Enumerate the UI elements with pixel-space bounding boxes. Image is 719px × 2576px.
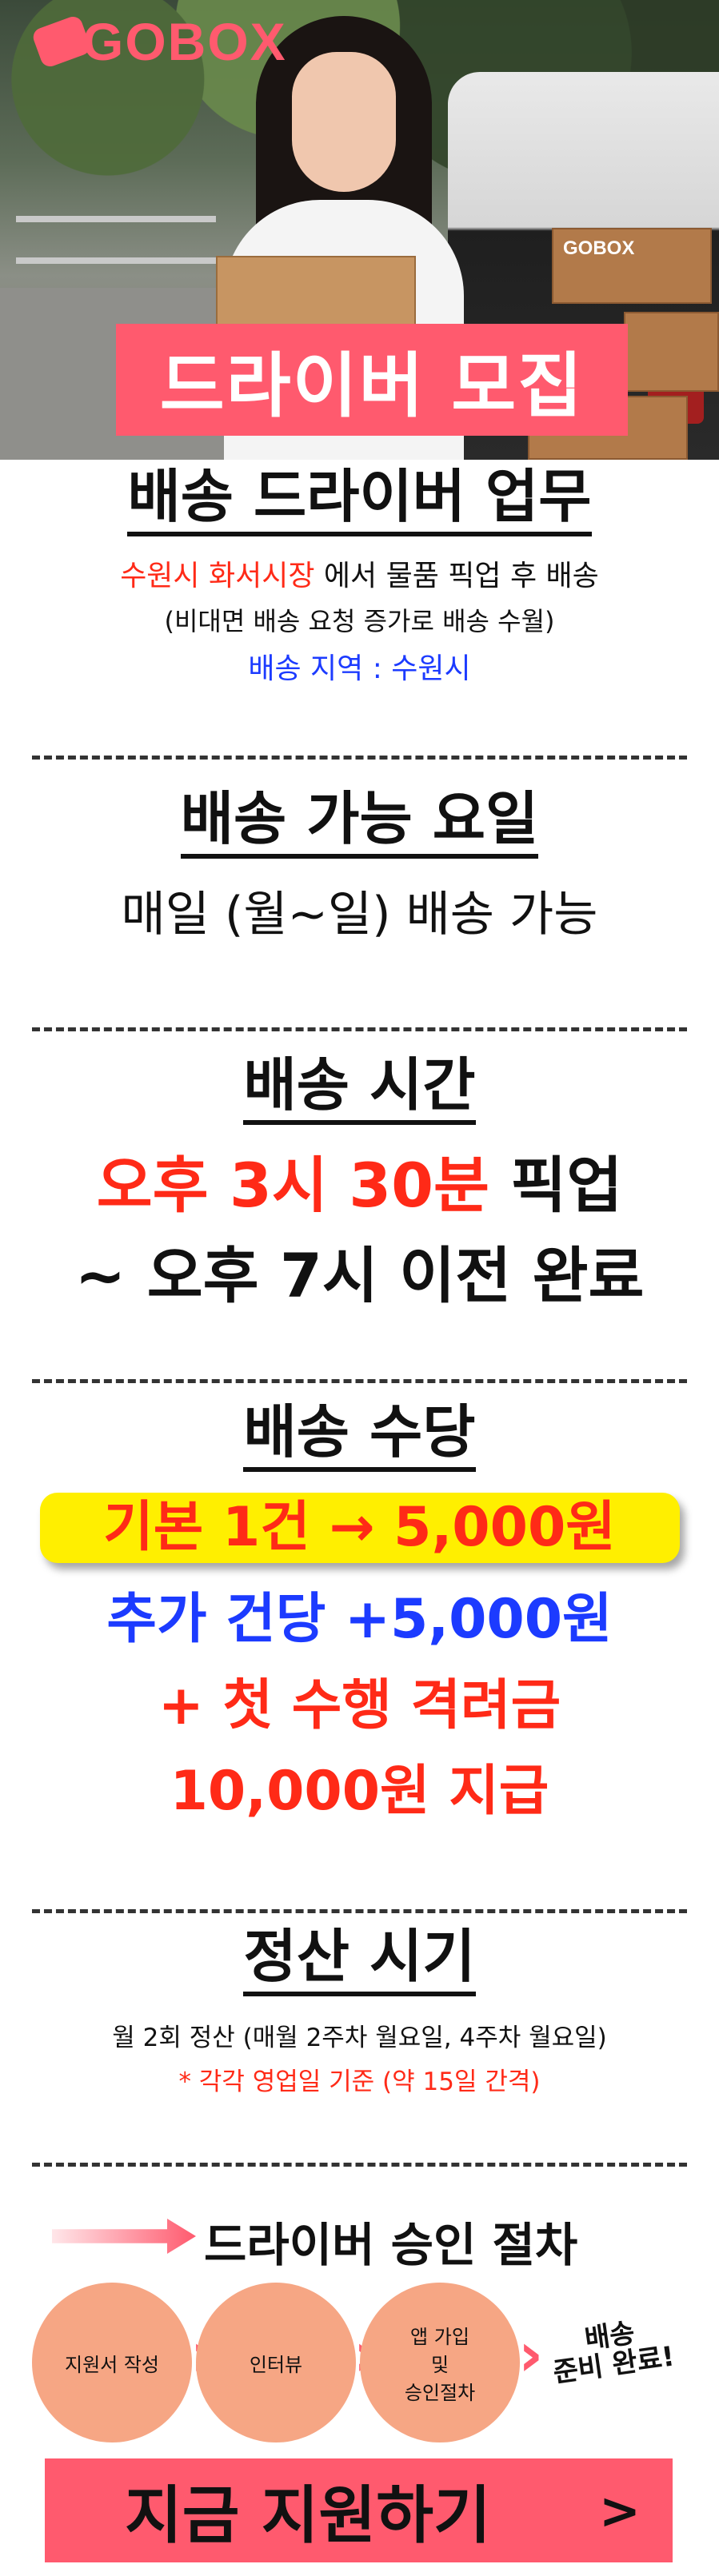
time-section: 배송 시간 오후 3시 30분 픽업 ~ 오후 7시 이전 완료 <box>0 1053 719 1313</box>
divider <box>32 1027 687 1031</box>
pay-base-pill: 기본 1건 → 5,000원 <box>39 1493 680 1564</box>
hero-banner-text: 드라이버 모집 <box>159 344 585 427</box>
pay-bonus-2: 10,000원 지급 <box>170 1760 549 1824</box>
settle-title: 정산 시기 <box>243 1924 476 1997</box>
days-section: 배송 가능 요일 매일 (월~일) 배송 가능 <box>0 787 719 943</box>
hero-background-rail <box>16 216 216 264</box>
chevron-right-icon: › <box>518 2319 544 2390</box>
process-step-3: 앱 가입 및 승인절차 <box>360 2283 520 2442</box>
time-line-2: ~ 오후 7시 이전 완료 <box>74 1240 645 1312</box>
duty-line-1: 수원시 화서시장 에서 물품 픽업 후 배송 <box>0 559 719 593</box>
hero-parcel-box <box>624 312 719 392</box>
process-step-label: 지원서 작성 <box>64 2353 160 2376</box>
person-face <box>292 52 396 192</box>
divider <box>32 756 687 760</box>
apply-now-button[interactable]: 지금 지원하기 > <box>45 2458 673 2562</box>
process-final: 배송 준비 완료! <box>551 2317 677 2389</box>
brand-name: GOBOX <box>82 12 287 71</box>
apply-now-label: 지금 지원하기 <box>125 2480 491 2552</box>
pay-title: 배송 수당 <box>243 1400 476 1473</box>
pay-section: 배송 수당 기본 1건 → 5,000원 추가 건당 +5,000원 + 첫 수… <box>0 1400 719 1824</box>
settle-line-2: * 각각 영업일 기준 (약 15일 간격) <box>178 2068 541 2097</box>
time-line-1-rest: 픽업 <box>489 1150 623 1222</box>
process-title: 드라이버 승인 절차 <box>204 2218 578 2272</box>
chevron-right-icon: > <box>599 2481 641 2540</box>
duty-line-3: 배송 지역 : 수원시 <box>248 652 471 685</box>
time-title: 배송 시간 <box>243 1053 476 1126</box>
duty-line-2: (비대면 배송 요청 증가로 배송 수월) <box>164 606 555 637</box>
process-step-2: 인터뷰 <box>196 2283 356 2442</box>
duty-line-1-rest: 에서 물품 픽업 후 배송 <box>314 560 599 593</box>
process-step-label: 인터뷰 <box>249 2353 303 2376</box>
brand-logo: GOBOX <box>30 11 287 72</box>
time-pickup-time: 오후 3시 30분 <box>96 1150 489 1222</box>
divider <box>32 2163 687 2167</box>
pay-bonus-1: + 첫 수행 격려금 <box>158 1673 561 1737</box>
divider <box>32 1379 687 1383</box>
parcel-box-label: GOBOX <box>563 237 635 259</box>
hero-banner: 드라이버 모집 <box>116 324 628 436</box>
settle-line-1: 월 2회 정산 (매월 2주차 월요일, 4주차 월요일) <box>112 2024 607 2053</box>
process-step-1: 지원서 작성 <box>32 2283 192 2442</box>
arrow-right-icon <box>52 2219 196 2254</box>
duty-location: 수원시 화서시장 <box>120 560 315 593</box>
days-line-1: 매일 (월~일) 배송 가능 <box>121 887 598 943</box>
pay-extra: 추가 건당 +5,000원 <box>106 1588 613 1652</box>
hero-parcel-box: GOBOX <box>552 228 712 304</box>
days-title: 배송 가능 요일 <box>180 787 539 859</box>
hero-image: GOBOX GOBOX GOBOX 드라이버 모집 <box>0 0 719 460</box>
duty-title: 배송 드라이버 업무 <box>127 465 592 537</box>
duty-section: 배송 드라이버 업무 수원시 화서시장 에서 물품 픽업 후 배송 (비대면 배… <box>0 465 719 686</box>
pay-base-wrap: 기본 1건 → 5,000원 <box>0 1493 719 1564</box>
process-step-label: 앱 가입 및 승인절차 <box>404 2325 476 2404</box>
divider <box>32 1909 687 1913</box>
settle-section: 정산 시기 월 2회 정산 (매월 2주차 월요일, 4주차 월요일) * 각각… <box>0 1924 719 2098</box>
process-header: 드라이버 승인 절차 <box>0 2203 719 2275</box>
time-line-1: 오후 3시 30분 픽업 <box>0 1149 719 1222</box>
